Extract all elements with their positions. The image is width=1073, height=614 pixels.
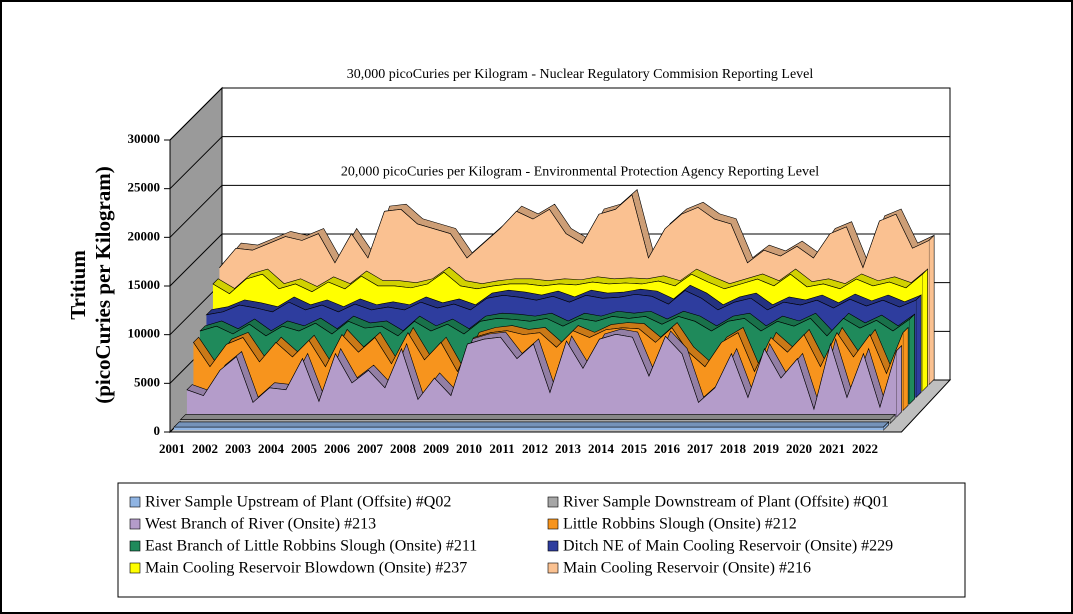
legend-label: East Branch of Little Robbins Slough (On… <box>145 538 477 555</box>
x-tick-label: 2003 <box>225 441 252 456</box>
grid-line <box>169 87 223 141</box>
legend-label: Main Cooling Reservoir Blowdown (Onsite)… <box>145 560 467 577</box>
x-tick-label: 2018 <box>720 441 747 456</box>
area-line <box>193 327 904 375</box>
y-tick-label: 10000 <box>128 326 161 341</box>
x-tick-label: 2006 <box>324 441 351 456</box>
x-tick-label: 2019 <box>753 441 780 456</box>
x-tick-label: 2017 <box>687 441 714 456</box>
x-tick-label: 2020 <box>786 441 812 456</box>
area-top-shade <box>186 329 902 410</box>
area-line <box>219 194 930 269</box>
area-top-shade <box>173 421 889 428</box>
area-fill <box>173 427 884 431</box>
area-side <box>915 294 922 399</box>
grid-line <box>169 184 223 238</box>
area-line <box>186 334 897 411</box>
x-tick-label: 2022 <box>852 441 878 456</box>
legend-swatch <box>547 496 559 508</box>
x-tick-label: 2008 <box>390 441 417 456</box>
area-line <box>212 271 923 295</box>
legend-label: River Sample Downstream of Plant (Offsit… <box>563 494 889 511</box>
legend-swatch <box>129 540 141 552</box>
annotation: 20,000 picoCuries per Kilogram - Environ… <box>341 165 819 180</box>
legend-swatch <box>547 540 559 552</box>
grid-line <box>169 233 223 287</box>
y-tick-label: 5000 <box>134 374 160 389</box>
legend-label: Ditch NE of Main Cooling Reservoir (Onsi… <box>563 538 893 555</box>
area-top-shade <box>199 311 915 336</box>
area-side <box>922 268 928 392</box>
area-top-shade <box>212 267 928 294</box>
legend-label: West Branch of River (Onsite) #213 <box>145 516 376 533</box>
x-tick-label: 2009 <box>423 441 450 456</box>
legend-label: Main Cooling Reservoir (Onsite) #216 <box>563 560 811 577</box>
area-line <box>206 290 917 316</box>
legend-swatch <box>129 562 141 574</box>
x-tick-label: 2013 <box>555 441 582 456</box>
x-tick-label: 2005 <box>291 441 318 456</box>
legend-box <box>117 482 966 598</box>
y-tick-label: 20000 <box>128 228 161 243</box>
x-tick-label: 2014 <box>588 441 615 456</box>
x-tick-label: 2007 <box>357 441 384 456</box>
area-side <box>928 234 935 386</box>
x-tick-label: 2015 <box>621 441 648 456</box>
area-top-shade <box>180 414 896 420</box>
grid-line <box>169 136 223 190</box>
x-tick-label: 2021 <box>819 441 845 456</box>
y-tick-label: 30000 <box>128 131 161 146</box>
y-tick-label: 15000 <box>128 277 161 292</box>
y-axis-subtitle: (picoCuries per Kilogram) <box>91 166 115 404</box>
legend-swatch <box>129 518 141 530</box>
legend-swatch <box>547 518 559 530</box>
x-tick-label: 2016 <box>654 441 681 456</box>
legend-label: River Sample Upstream of Plant (Offsite)… <box>145 494 451 511</box>
y-tick-label: 25000 <box>128 180 161 195</box>
area-side <box>902 326 909 412</box>
area-side <box>909 313 915 405</box>
area-top-shade <box>219 189 935 268</box>
x-tick-label: 2011 <box>489 441 514 456</box>
legend-swatch <box>547 562 559 574</box>
x-tick-label: 2002 <box>192 441 218 456</box>
area-side <box>896 344 902 418</box>
legend-swatch <box>129 496 141 508</box>
y-axis-title: Tritium <box>66 250 90 320</box>
legend-label: Little Robbins Slough (Onsite) #212 <box>563 516 797 533</box>
area-line <box>199 316 910 337</box>
x-tick-label: 2004 <box>258 441 285 456</box>
x-tick-label: 2012 <box>522 441 548 456</box>
y-tick-label: 0 <box>154 423 161 438</box>
x-tick-label: 2010 <box>456 441 482 456</box>
x-tick-label: 2001 <box>159 441 185 456</box>
annotation: 30,000 picoCuries per Kilogram - Nuclear… <box>347 67 814 82</box>
area-fill <box>186 334 897 418</box>
